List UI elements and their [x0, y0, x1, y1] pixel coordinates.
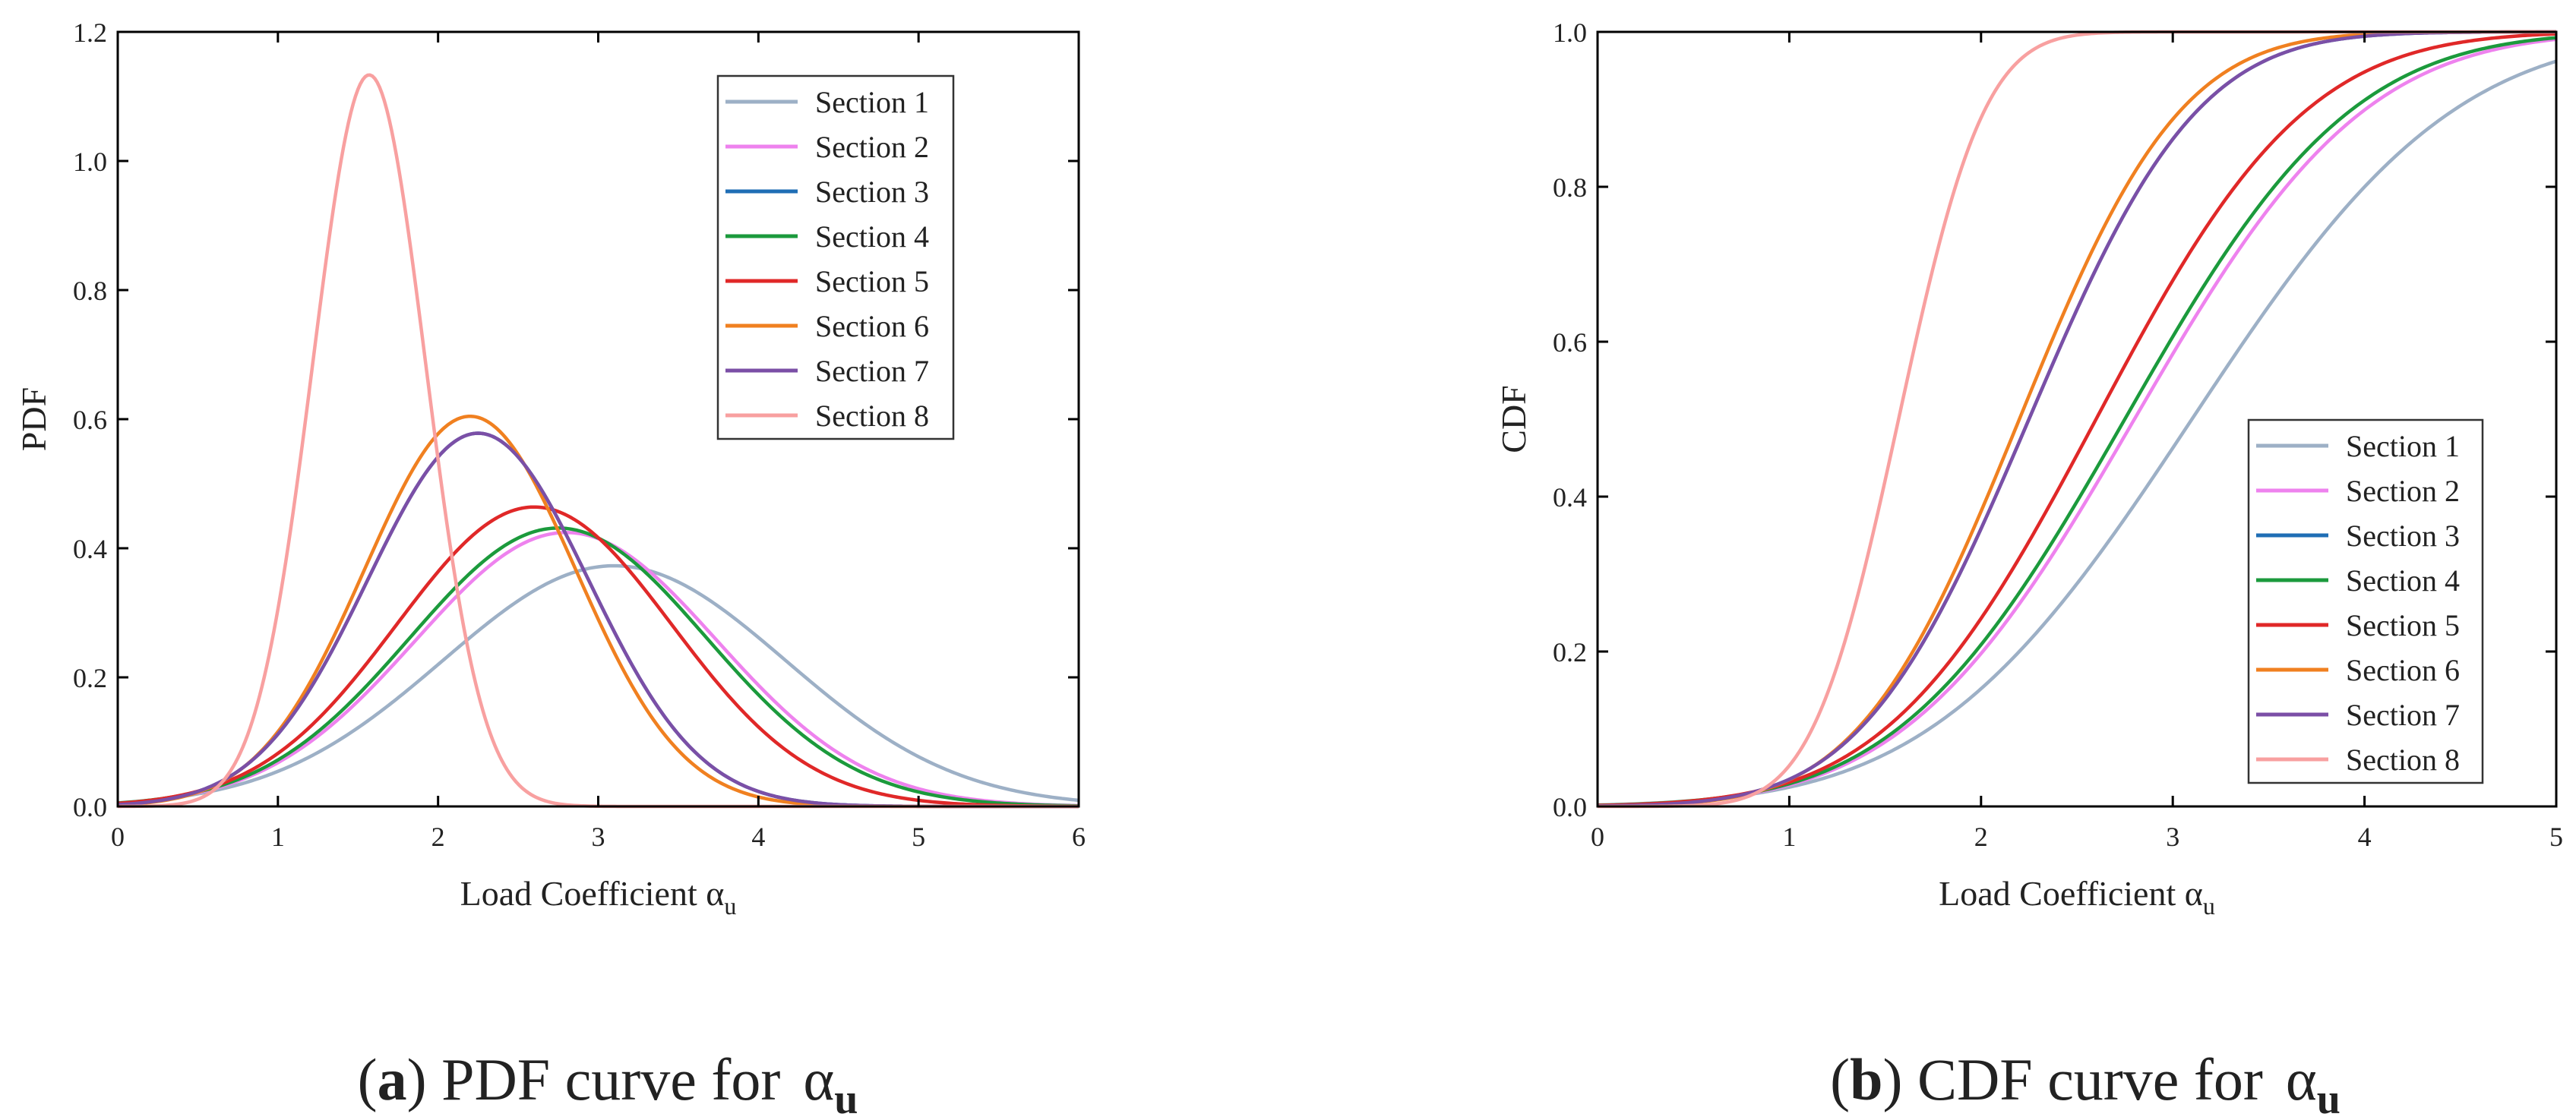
pdf-x-tick-label: 4 [751, 822, 765, 852]
cdf-y-tick-label: 0.4 [1553, 482, 1587, 513]
pdf-x-tick-label: 3 [592, 822, 605, 852]
cdf-legend-label-3: Section 3 [2346, 519, 2460, 553]
cdf-caption: (b) CDF curve for αu [1830, 1046, 2341, 1117]
pdf-y-tick-label: 0.8 [73, 276, 107, 306]
pdf-caption-paren-close: ) [407, 1046, 441, 1112]
cdf-caption-subscript: u [2317, 1076, 2341, 1117]
pdf-y-axis-label: PDF [14, 387, 53, 451]
pdf-x-axis-label-text: Load Coefficient α [460, 874, 725, 913]
pdf-caption-symbol: α [803, 1046, 834, 1112]
cdf-caption-paren-close: ) [1882, 1046, 1917, 1112]
pdf-legend-label-2: Section 2 [815, 130, 929, 164]
cdf-x-tick-label: 5 [2549, 822, 2563, 852]
pdf-legend-label-5: Section 5 [815, 264, 929, 298]
cdf-x-tick-label: 0 [1591, 822, 1604, 852]
cdf-x-axis-label-text: Load Coefficient α [1939, 874, 2203, 913]
pdf-series-line-1 [117, 563, 1079, 805]
cdf-legend-label-7: Section 7 [2346, 698, 2460, 732]
pdf-caption: (a) PDF curve for αu [358, 1046, 858, 1117]
cdf-x-tick-label: 1 [1782, 822, 1796, 852]
cdf-x-axis-label-subscript: u [2203, 892, 2215, 920]
pdf-x-tick-label: 1 [271, 822, 285, 852]
cdf-y-tick-label: 0.6 [1553, 327, 1587, 358]
cdf-caption-letter: b [1850, 1046, 1882, 1112]
pdf-y-tick-label: 0.0 [73, 792, 107, 822]
cdf-y-tick-label: 0.8 [1553, 172, 1587, 203]
pdf-x-tick-label: 0 [111, 822, 125, 852]
cdf-y-axis-label: CDF [1494, 385, 1533, 453]
pdf-legend-box [716, 74, 955, 440]
cdf-y-tick-label: 0.2 [1553, 637, 1587, 667]
cdf-panel: 0 1 2 3 4 5 0.0 0.2 0.4 0.6 0.8 1.0 Load Coefficient… [1494, 17, 2563, 1117]
pdf-y-tick-label: 0.2 [73, 663, 107, 693]
cdf-legend-label-6: Section 6 [2346, 653, 2460, 687]
cdf-legend-label-4: Section 4 [2346, 563, 2460, 598]
cdf-legend-box [2247, 418, 2484, 784]
pdf-legend-label-1: Section 1 [815, 85, 929, 119]
pdf-legend-label-3: Section 3 [815, 175, 929, 209]
pdf-y-tick-label: 0.4 [73, 534, 107, 564]
cdf-plot-frame [1596, 30, 2558, 808]
cdf-caption-paren-open: ( [1830, 1046, 1850, 1112]
cdf-caption-text: CDF curve for [1917, 1046, 2263, 1112]
cdf-legend-label-2: Section 2 [2346, 474, 2460, 508]
pdf-x-tick-label: 2 [431, 822, 445, 852]
cdf-legend-label-8: Section 8 [2346, 743, 2460, 777]
cdf-x-tick-label: 3 [2166, 822, 2179, 852]
pdf-legend-label-6: Section 6 [815, 309, 929, 343]
pdf-x-tick-label: 6 [1072, 822, 1086, 852]
cdf-caption-symbol: α [2286, 1046, 2317, 1112]
cdf-y-tick-label: 1.0 [1553, 17, 1587, 48]
cdf-legend-label-1: Section 1 [2346, 429, 2460, 463]
cdf-x-tick-label: 4 [2358, 822, 2372, 852]
pdf-panel: 0 1 2 3 4 5 6 0.0 0.2 0.4 0.6 0.8 1.0 1.2 Load Coeffic… [14, 17, 1086, 1117]
pdf-y-tick-label: 1.0 [73, 147, 107, 177]
pdf-y-tick-label: 0.6 [73, 405, 107, 435]
cdf-legend-label-5: Section 5 [2346, 608, 2460, 642]
pdf-x-axis-label: Load Coefficient αu [460, 874, 737, 920]
cdf-x-axis-label: Load Coefficient αu [1939, 874, 2215, 920]
pdf-legend-label-4: Section 4 [815, 219, 929, 254]
pdf-x-tick-label: 5 [912, 822, 925, 852]
pdf-caption-subscript: u [834, 1076, 858, 1117]
pdf-legend-label-8: Section 8 [815, 399, 929, 433]
cdf-y-tick-label: 0.0 [1553, 792, 1587, 822]
pdf-x-axis-label-subscript: u [724, 892, 736, 920]
pdf-caption-text: PDF curve for [441, 1046, 780, 1112]
pdf-y-tick-label: 1.2 [73, 17, 107, 48]
pdf-legend-label-7: Section 7 [815, 354, 929, 388]
pdf-caption-letter: a [378, 1046, 407, 1112]
cdf-x-tick-label: 2 [1974, 822, 1988, 852]
pdf-caption-paren-open: ( [358, 1046, 378, 1112]
